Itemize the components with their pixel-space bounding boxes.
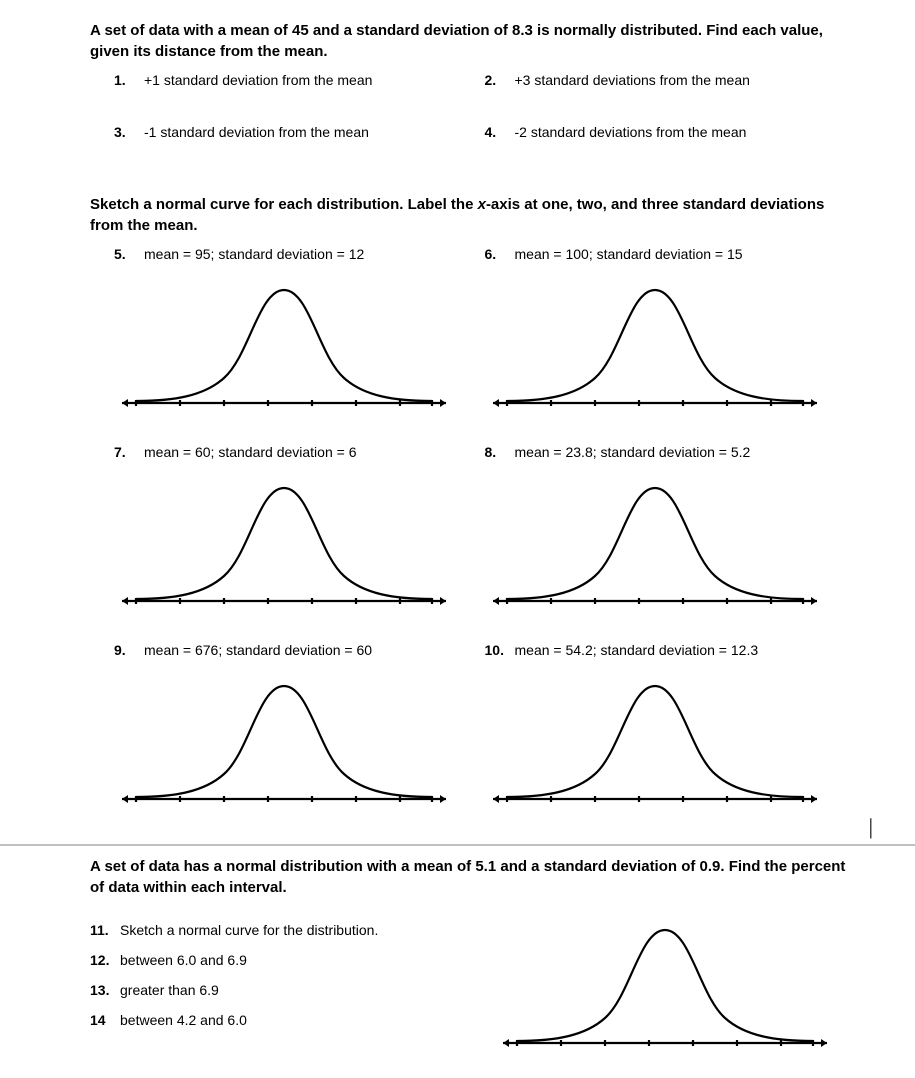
q4-num: 4.: [485, 124, 507, 140]
curve-cell-7: 7. mean = 60; standard deviation = 6: [114, 444, 485, 616]
q2: 2. +3 standard deviations from the mean: [485, 72, 856, 88]
curve-text-8: mean = 23.8; standard deviation = 5.2: [515, 444, 751, 460]
curve-text-6: mean = 100; standard deviation = 15: [515, 246, 743, 262]
bell-curve-8: [485, 466, 825, 616]
curve-cell-10: 10. mean = 54.2; standard deviation = 12.…: [485, 642, 856, 814]
q2-num: 2.: [485, 72, 507, 88]
q14-num: 14: [90, 1012, 112, 1028]
bell-curve-10: [485, 664, 825, 814]
section1-intro: A set of data with a mean of 45 and a st…: [90, 20, 855, 62]
curve-text-10: mean = 54.2; standard deviation = 12.3: [515, 642, 759, 658]
section2-intro-a: Sketch a normal curve for each distribut…: [90, 196, 478, 213]
q12-num: 12.: [90, 952, 112, 968]
q14-text: between 4.2 and 6.0: [120, 1012, 247, 1028]
q1: 1. +1 standard deviation from the mean: [114, 72, 485, 88]
section2-intro: Sketch a normal curve for each distribut…: [90, 194, 855, 236]
q12: 12. between 6.0 and 6.9: [90, 952, 495, 968]
curve-num-9: 9.: [114, 642, 136, 658]
bell-curve-6: [485, 268, 825, 418]
q3-text: -1 standard deviation from the mean: [144, 124, 369, 140]
curve-num-5: 5.: [114, 246, 136, 262]
q1-text: +1 standard deviation from the mean: [144, 72, 372, 88]
q4: 4. -2 standard deviations from the mean: [485, 124, 856, 140]
q13-text: greater than 6.9: [120, 982, 219, 998]
section2-intro-x: x: [478, 196, 486, 213]
bell-curve-section3: [495, 908, 835, 1058]
q11-text: Sketch a normal curve for the distributi…: [120, 922, 378, 938]
curve-cell-5: 5. mean = 95; standard deviation = 12: [114, 246, 485, 418]
q3-num: 3.: [114, 124, 136, 140]
bell-curve-7: [114, 466, 454, 616]
bell-curve-9: [114, 664, 454, 814]
q13-num: 13.: [90, 982, 112, 998]
q4-text: -2 standard deviations from the mean: [515, 124, 747, 140]
curve-num-6: 6.: [485, 246, 507, 262]
curve-cell-8: 8. mean = 23.8; standard deviation = 5.2: [485, 444, 856, 616]
q1-num: 1.: [114, 72, 136, 88]
curve-cell-6: 6. mean = 100; standard deviation = 15: [485, 246, 856, 418]
curve-cell-9: 9. mean = 676; standard deviation = 60: [114, 642, 485, 814]
bell-curve-5: [114, 268, 454, 418]
curve-text-5: mean = 95; standard deviation = 12: [144, 246, 364, 262]
q14: 14 between 4.2 and 6.0: [90, 1012, 495, 1028]
q11-num: 11.: [90, 922, 112, 938]
section3-intro: A set of data has a normal distribution …: [90, 856, 855, 898]
curve-num-7: 7.: [114, 444, 136, 460]
text-cursor: |: [869, 814, 873, 840]
q12-text: between 6.0 and 6.9: [120, 952, 247, 968]
q11: 11. Sketch a normal curve for the distri…: [90, 922, 495, 938]
curve-text-9: mean = 676; standard deviation = 60: [144, 642, 372, 658]
divider-bottom: [0, 845, 915, 846]
q13: 13. greater than 6.9: [90, 982, 495, 998]
curve-num-10: 10.: [485, 642, 507, 658]
q2-text: +3 standard deviations from the mean: [515, 72, 750, 88]
curve-text-7: mean = 60; standard deviation = 6: [144, 444, 356, 460]
curve-num-8: 8.: [485, 444, 507, 460]
q3: 3. -1 standard deviation from the mean: [114, 124, 485, 140]
